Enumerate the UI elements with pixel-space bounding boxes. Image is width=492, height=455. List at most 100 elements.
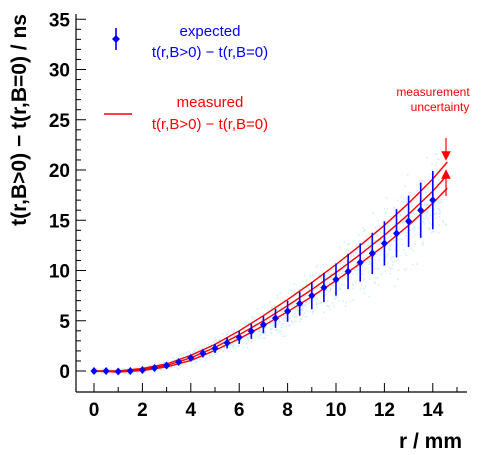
simulation-point [388,248,390,250]
simulation-point [387,252,390,255]
simulation-point [160,369,162,371]
y-tick-label: 0 [59,362,70,383]
simulation-point [178,354,181,357]
x-tick-label: 4 [186,400,197,421]
simulation-point [230,339,233,342]
simulation-point [232,330,235,332]
simulation-point [420,180,423,183]
simulation-point [411,227,414,230]
y-tick-label: 20 [49,161,70,182]
simulation-point [316,306,318,309]
simulation-point [283,299,286,301]
simulation-point [362,227,365,229]
simulation-point [300,286,303,288]
simulation-point [338,300,340,302]
simulation-point [228,345,231,348]
simulation-point [396,278,399,281]
simulation-point [291,305,293,308]
simulation-point [275,328,278,331]
simulation-point [405,201,407,203]
expected-point [320,283,328,292]
simulation-point [438,215,441,218]
simulation-point [207,343,210,346]
simulation-point [308,288,310,290]
simulation-point [405,217,407,220]
simulation-point [386,253,388,256]
simulation-point [276,294,279,297]
simulation-point [189,352,192,355]
simulation-point [432,230,435,233]
simulation-point [404,185,407,188]
simulation-point [250,340,253,343]
simulation-point [210,343,213,345]
simulation-point [441,201,443,204]
simulation-point [215,341,218,343]
simulation-point [364,268,366,271]
simulation-point [225,332,228,334]
simulation-point [334,297,336,300]
measured-upper-curve [94,161,448,372]
simulation-point [411,211,414,214]
x-tick-label: 6 [234,400,245,421]
simulation-point [426,213,428,216]
simulation-point [374,226,376,229]
simulation-point [390,235,392,238]
simulation-point [225,334,228,336]
simulation-point [135,372,138,375]
simulation-point [269,323,272,325]
simulation-point [282,322,285,325]
simulation-point [442,221,445,224]
simulation-point [214,338,217,341]
legend-measured-line1: measured [177,94,244,111]
simulation-point [395,207,398,210]
simulation-point [220,341,222,344]
expected-point [187,353,195,362]
simulation-point [425,191,428,194]
expected-point [284,307,292,316]
legend-expected-marker [112,28,120,50]
simulation-point [343,283,346,286]
simulation-point [301,305,303,308]
simulation-point [271,311,273,314]
simulation-point [412,249,414,252]
simulation-point [177,367,180,370]
simulation-point [222,350,225,353]
expected-points-group [90,171,437,376]
simulation-point [283,335,286,337]
simulation-point [244,324,247,326]
simulation-point [342,270,344,273]
simulation-point [301,309,303,312]
expected-point [247,327,255,336]
simulation-point [198,357,201,360]
simulation-point [312,311,315,314]
simulation-point [411,235,414,238]
simulation-point [330,278,333,281]
simulation-point [242,329,245,332]
simulation-point [258,330,261,332]
simulation-point [378,259,380,262]
simulation-point [237,344,240,347]
simulation-point [423,202,426,205]
simulation-point [397,244,399,246]
simulation-point [343,240,346,243]
simulation-point [329,273,331,276]
simulation-point [273,304,275,307]
simulation-point [301,280,304,282]
simulation-point [439,212,441,214]
simulation-point [375,277,377,280]
simulation-point [422,220,424,223]
simulation-point [376,268,378,270]
simulation-point [320,301,323,304]
simulation-point [368,261,371,264]
simulation-point [338,270,341,273]
simulation-point [319,302,321,305]
simulation-point [295,300,298,303]
simulation-point [276,332,279,334]
simulation-point [302,297,305,300]
legend-expected-line1: expected [180,23,241,40]
simulation-point [241,343,244,345]
simulation-point [209,354,211,357]
simulation-point [276,297,279,300]
simulation-point [378,225,381,228]
